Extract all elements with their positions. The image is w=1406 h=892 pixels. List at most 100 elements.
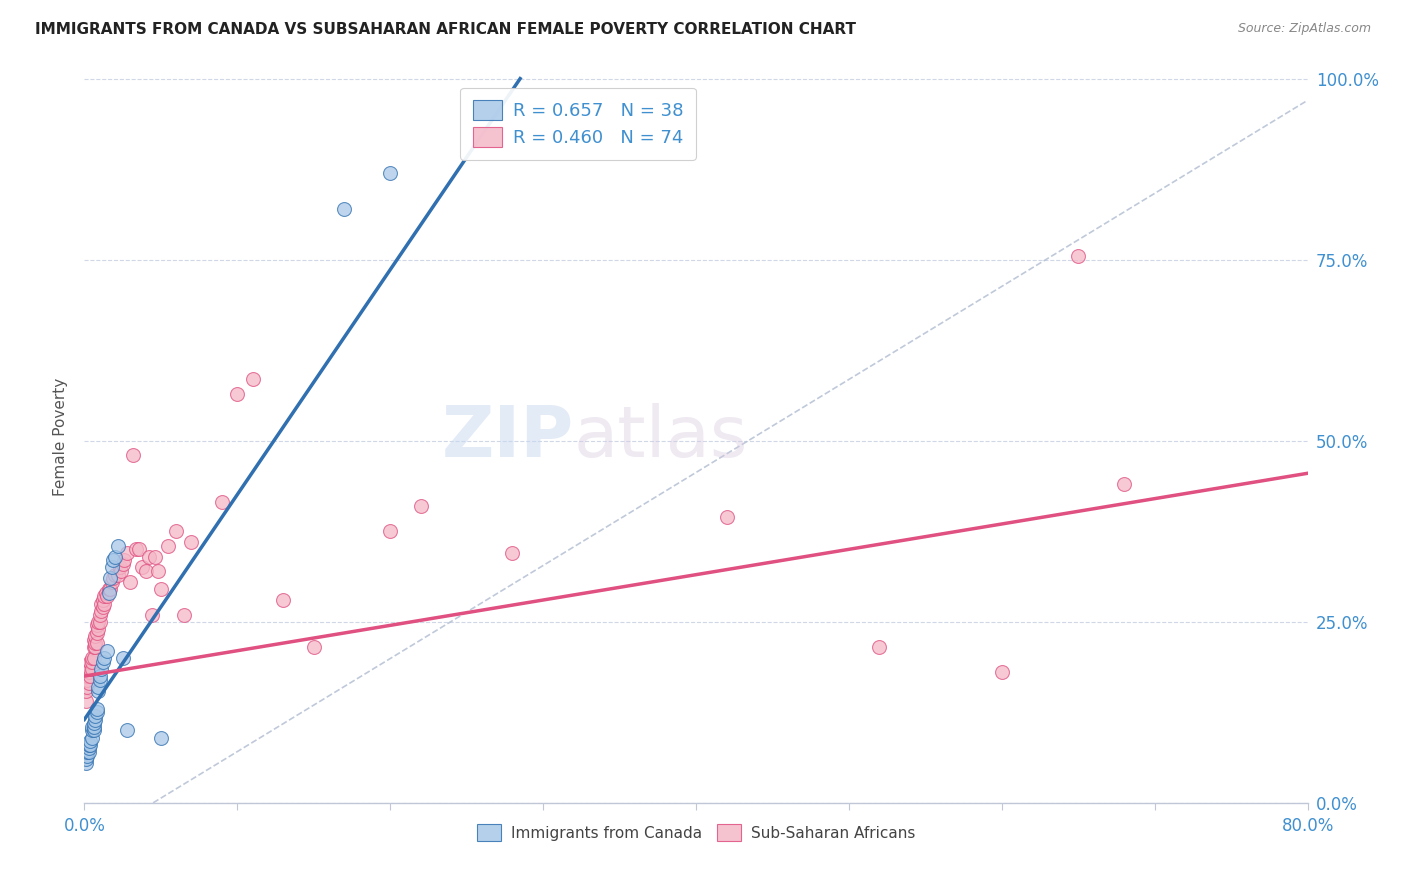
- Point: [84, 636, 107, 650]
- Point: [77, 738, 100, 752]
- Point: [87, 615, 110, 629]
- Point: [80, 651, 103, 665]
- Point: [83, 632, 105, 647]
- Point: [103, 553, 125, 567]
- Point: [141, 607, 163, 622]
- Point: [128, 542, 150, 557]
- Point: [122, 448, 145, 462]
- Point: [79, 738, 101, 752]
- Point: [107, 567, 129, 582]
- Point: [89, 673, 111, 687]
- Point: [75, 752, 97, 766]
- Text: Source: ZipAtlas.com: Source: ZipAtlas.com: [1237, 22, 1371, 36]
- Point: [104, 567, 127, 582]
- Point: [91, 600, 114, 615]
- Point: [77, 658, 100, 673]
- Point: [180, 535, 202, 549]
- Point: [89, 615, 111, 629]
- Point: [149, 731, 172, 745]
- Point: [80, 731, 103, 745]
- Point: [380, 524, 402, 539]
- Point: [86, 706, 108, 720]
- Point: [138, 549, 160, 564]
- Point: [87, 622, 110, 636]
- Point: [90, 662, 112, 676]
- Point: [716, 509, 738, 524]
- Point: [91, 593, 114, 607]
- Text: IMMIGRANTS FROM CANADA VS SUBSAHARAN AFRICAN FEMALE POVERTY CORRELATION CHART: IMMIGRANTS FROM CANADA VS SUBSAHARAN AFR…: [35, 22, 856, 37]
- Point: [120, 574, 142, 589]
- Point: [83, 651, 105, 665]
- Point: [76, 680, 98, 694]
- Point: [76, 748, 98, 763]
- Point: [93, 590, 115, 604]
- Point: [87, 680, 110, 694]
- Point: [111, 557, 134, 571]
- Point: [101, 574, 124, 589]
- Point: [98, 571, 121, 585]
- Point: [91, 655, 114, 669]
- Point: [211, 495, 233, 509]
- Point: [302, 640, 325, 654]
- Point: [115, 723, 138, 738]
- Legend: Immigrants from Canada, Sub-Saharan Africans: Immigrants from Canada, Sub-Saharan Afri…: [468, 815, 924, 850]
- Point: [83, 640, 105, 654]
- Point: [93, 597, 115, 611]
- Point: [380, 166, 402, 180]
- Point: [93, 651, 115, 665]
- Point: [86, 625, 108, 640]
- Point: [98, 582, 121, 596]
- Point: [84, 640, 107, 654]
- Point: [83, 720, 105, 734]
- Point: [79, 655, 101, 669]
- Point: [165, 524, 187, 539]
- Point: [96, 644, 118, 658]
- Point: [502, 546, 524, 560]
- Point: [75, 683, 97, 698]
- Point: [1114, 477, 1136, 491]
- Point: [83, 723, 105, 738]
- Point: [77, 745, 100, 759]
- Point: [111, 651, 134, 665]
- Point: [149, 582, 172, 596]
- Point: [242, 372, 264, 386]
- Point: [80, 723, 103, 738]
- Point: [143, 549, 166, 564]
- Point: [87, 683, 110, 698]
- Point: [173, 607, 195, 622]
- Point: [77, 676, 100, 690]
- Point: [84, 629, 107, 643]
- Point: [84, 713, 107, 727]
- Point: [94, 586, 117, 600]
- Text: atlas: atlas: [574, 402, 748, 472]
- Point: [131, 560, 153, 574]
- Point: [96, 590, 118, 604]
- Point: [75, 694, 97, 708]
- Point: [869, 640, 891, 654]
- Point: [333, 202, 356, 216]
- Point: [110, 564, 132, 578]
- Point: [89, 669, 111, 683]
- Point: [107, 539, 129, 553]
- Point: [271, 593, 294, 607]
- Point: [77, 741, 100, 756]
- Point: [112, 553, 135, 567]
- Point: [80, 655, 103, 669]
- Point: [125, 542, 148, 557]
- Point: [97, 586, 120, 600]
- Y-axis label: Female Poverty: Female Poverty: [53, 378, 69, 496]
- Point: [157, 539, 180, 553]
- Point: [77, 665, 100, 680]
- Point: [90, 604, 112, 618]
- Point: [86, 618, 108, 632]
- Point: [79, 669, 101, 683]
- Point: [86, 636, 108, 650]
- Point: [76, 669, 98, 683]
- Point: [101, 560, 124, 574]
- Point: [226, 386, 249, 401]
- Point: [90, 597, 112, 611]
- Point: [115, 546, 138, 560]
- Point: [1067, 249, 1090, 263]
- Point: [79, 734, 101, 748]
- Point: [108, 560, 131, 574]
